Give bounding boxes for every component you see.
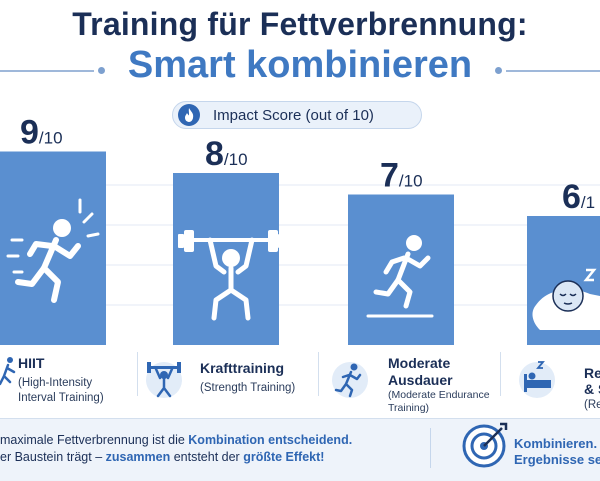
- category-name-re-2: & S: [584, 381, 600, 397]
- category-sub-hiit-2: Interval Training): [18, 392, 104, 404]
- category-divider-3: [500, 352, 501, 396]
- value-label: 8/10: [205, 135, 248, 173]
- title-line-2: Smart kombinieren: [127, 44, 473, 86]
- impact-score-label: Impact Score (out of 10): [213, 107, 374, 124]
- footer-line-1-highlight: Kombination entscheidend.: [188, 433, 353, 447]
- category-name-re-1: Re: [584, 365, 600, 381]
- footer-divider: [430, 428, 431, 468]
- runner-icon: [366, 235, 434, 318]
- footer-line-1: maximale Fettverbrennung ist die Kombina…: [0, 432, 352, 449]
- title-row-2: Smart kombinieren: [0, 44, 600, 88]
- category-name-ausdauer-1: Moderate: [388, 355, 451, 371]
- category-name-hiit: HIIT: [18, 355, 45, 371]
- category-sub-re-1: (Re: [584, 399, 600, 411]
- impact-score-pill: Impact Score (out of 10): [172, 101, 422, 129]
- title-line-1: Training für Fettverbrennung:: [72, 6, 528, 42]
- category-sub-kraft-1: (Strength Training): [200, 382, 296, 394]
- footer-line-2-highlight-b: größte Effekt!: [243, 450, 325, 464]
- category-name-ausdauer-2: Ausdauer: [388, 372, 453, 388]
- category-sub-hiit-1: (High-Intensity: [18, 377, 93, 389]
- title-deco-line-left: [0, 70, 94, 72]
- weightlifter-icon: [178, 230, 284, 321]
- value-label: 9/10: [20, 114, 63, 152]
- value-label: 6/1: [562, 178, 595, 216]
- category-divider-2: [318, 352, 319, 396]
- sprinter-icon: [6, 198, 100, 303]
- title-deco-line-right: [506, 70, 600, 72]
- footer-line-2-highlight-a: zusammen: [105, 450, 171, 464]
- category-sub-ausdauer-2: Training): [388, 402, 430, 414]
- footer-line-2-text-b: entsteht der: [170, 450, 244, 464]
- footer-right-line-2: Ergebnisse sel: [514, 452, 600, 467]
- category-sub-ausdauer-1: (Moderate Endurance: [388, 389, 490, 401]
- footer-line-2: er Baustein trägt – zusammen entsteht de…: [0, 449, 324, 466]
- category-name-kraft: Krafttraining: [200, 360, 284, 376]
- sleeping-person-icon: [532, 268, 600, 330]
- footer-line-2-text-a: er Baustein trägt –: [0, 450, 106, 464]
- footer-right-line-1: Kombinieren. I: [514, 436, 600, 451]
- value-label: 7/10: [380, 157, 423, 195]
- title-deco-dot-left: [98, 67, 105, 74]
- title-deco-dot-right: [495, 67, 502, 74]
- footer-line-1-text: maximale Fettverbrennung ist die: [0, 433, 189, 447]
- flame-icon: [178, 104, 200, 126]
- category-divider-1: [137, 352, 138, 396]
- bar-illustrations: [6, 198, 600, 330]
